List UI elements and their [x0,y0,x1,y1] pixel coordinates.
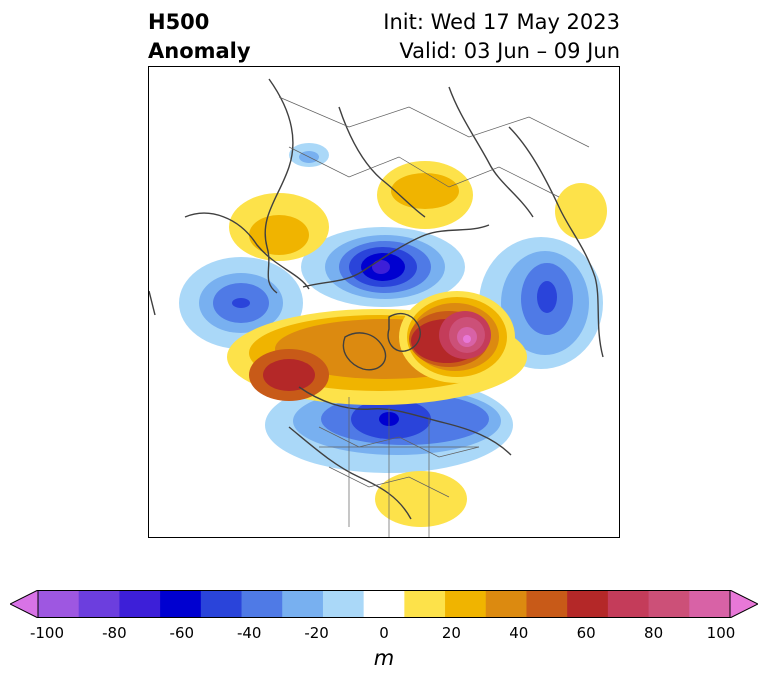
colorbar-segment [282,590,324,618]
border [348,397,430,537]
negative-anomaly [232,298,250,308]
borders [278,96,590,537]
coastline [508,126,604,358]
colorbar-segment [445,590,487,618]
coastline [149,290,156,316]
colorbar-segment [119,590,161,618]
title-type: Anomaly [148,39,251,63]
negative-anomaly [372,260,390,274]
colorbar-tick-label: -80 [102,624,127,642]
border [278,96,590,148]
colorbar-tick-label: 0 [379,624,389,642]
coastline [338,106,426,218]
negative-anomaly [537,281,557,313]
positive-anomaly [249,215,309,255]
colorbar-segment [363,590,405,618]
coastline [448,86,534,218]
colorbar-segment [607,590,650,618]
colorbar-tick-label: -40 [236,624,262,642]
init-date: Init: Wed 17 May 2023 [383,10,620,34]
colorbar-tick-label: -60 [169,624,195,642]
colorbar-unit-label: m [373,646,395,670]
coastline [288,426,412,520]
map-svg [149,78,607,537]
positive-anomaly [263,359,315,391]
colorbar-segment [322,590,365,618]
coastline [342,332,387,371]
valid-range: Valid: 03 Jun – 09 Jun [399,39,620,63]
colorbar-segment [241,590,283,618]
positive-anomaly [463,335,471,343]
colorbar-segment [526,590,568,618]
colorbar-segment [567,590,609,618]
colorbar-border [37,590,731,618]
coastline [184,212,310,290]
colorbar-segment [78,590,120,618]
colorbar-tick-label: 60 [576,624,596,642]
colorbar-svg [8,589,760,619]
coastline [302,224,490,288]
colorbar [8,589,760,619]
colorbar-tick-label: 80 [644,624,664,642]
colorbar-segment [648,590,690,618]
title-variable: H500 [148,10,210,34]
coastlines [149,78,604,520]
coastline [387,312,421,352]
title-right: Init: Wed 17 May 2023 Valid: 03 Jun – 09… [383,8,620,66]
positive-anomaly [555,183,607,239]
colorbar-extend-low [8,589,39,619]
colorbar-extend-high [729,589,760,619]
coastline [264,78,294,294]
border [318,426,480,458]
anomaly-fill [179,143,607,527]
anomaly-map [148,66,620,538]
colorbar-tick-label: -20 [304,624,329,642]
coastline [298,386,512,456]
colorbar-tick-label: 40 [509,624,529,642]
title-left: H500 Anomaly [148,8,251,66]
colorbar-segment [38,590,80,618]
colorbar-segment [200,590,243,618]
border [288,146,560,198]
colorbar-segment [689,590,731,618]
colorbar-segment [160,590,202,618]
positive-anomaly [391,173,459,209]
positive-anomaly [375,471,467,527]
colorbar-tick-label: -100 [29,624,65,642]
colorbar-segment [485,590,527,618]
colorbar-tick-label: 100 [706,624,736,642]
colorbar-segment [404,590,446,618]
colorbar-tick-label: 20 [441,624,461,642]
